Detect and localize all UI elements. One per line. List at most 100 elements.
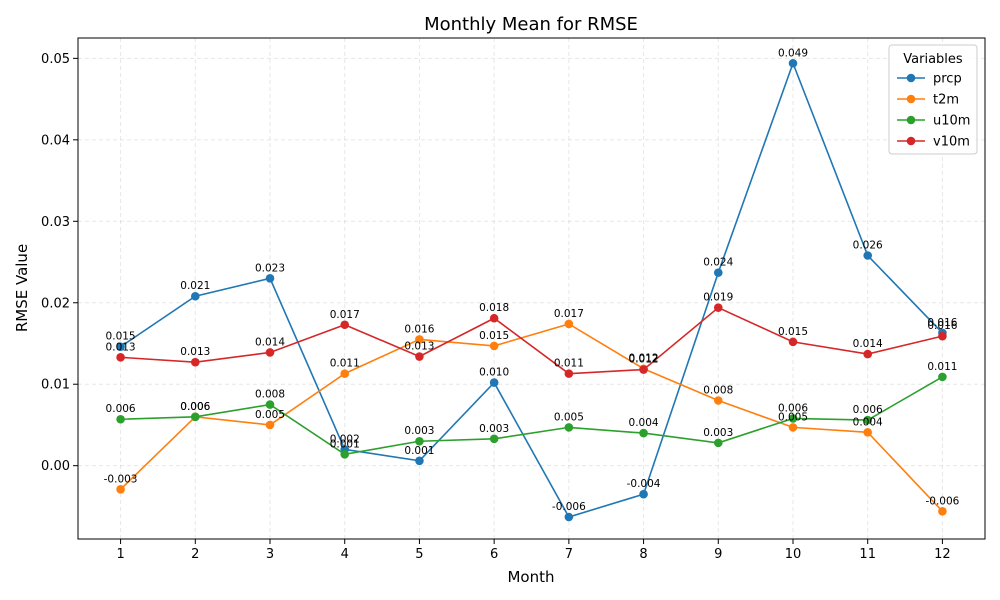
data-point-v10m: [265, 348, 275, 357]
y-axis-title: RMSE Value: [13, 244, 31, 332]
x-tick-label: 1: [116, 547, 124, 562]
data-point-t2m: [938, 507, 947, 516]
data-point-t2m: [116, 485, 125, 494]
data-point-prcp: [863, 251, 873, 260]
data-point-prcp: [265, 274, 275, 283]
data-point-v10m: [190, 357, 200, 367]
data-point-u10m: [116, 414, 125, 424]
data-point-prcp: [116, 342, 125, 352]
data-label-t2m: 0.012: [629, 353, 659, 365]
data-label-v10m: 0.017: [330, 309, 360, 321]
data-label-t2m: 0.017: [554, 308, 584, 320]
series-line-v10m: [120, 306, 943, 375]
data-point-u10m: [788, 414, 798, 423]
data-label-u10m: 0.005: [554, 411, 584, 423]
data-label-prcp: -0.004: [627, 478, 661, 490]
series-u10m: [116, 372, 947, 459]
data-point-t2m: [863, 427, 873, 437]
data-point-t2m: [788, 423, 798, 432]
data-point-v10m: [788, 337, 798, 347]
data-label-v10m: 0.012: [629, 354, 659, 366]
data-point-t2m: [713, 396, 723, 405]
data-point-prcp: [190, 291, 200, 301]
data-point-prcp: [639, 489, 648, 499]
data-label-t2m: 0.008: [703, 385, 733, 397]
data-point-u10m: [938, 372, 947, 382]
legend-entry-t2m: t2m: [897, 93, 959, 108]
x-tick-label: 7: [565, 547, 573, 562]
data-label-prcp: 0.015: [106, 331, 136, 343]
x-tick-label: 8: [639, 547, 647, 562]
y-tick-label: 0.03: [41, 215, 70, 230]
data-point-u10m: [713, 438, 723, 448]
data-label-prcp: 0.024: [703, 257, 733, 269]
data-point-u10m: [415, 436, 424, 446]
data-label-t2m: 0.005: [255, 409, 285, 421]
data-label-u10m: 0.003: [703, 427, 733, 439]
data-label-v10m: 0.013: [180, 346, 210, 358]
series-lines: [116, 58, 947, 522]
x-tick-label: 10: [785, 547, 802, 562]
x-tick-label: 3: [266, 547, 274, 562]
data-point-v10m: [713, 303, 723, 312]
data-point-t2m: [564, 319, 574, 329]
data-label-u10m: 0.006: [180, 401, 210, 413]
data-label-prcp: 0.016: [927, 317, 957, 329]
data-label-v10m: 0.013: [106, 341, 136, 353]
data-point-u10m: [489, 434, 499, 444]
x-axis-ticks: 1 2 3 4 5 6 7 8 9 10 11 12: [116, 539, 951, 562]
series-line-u10m: [120, 376, 943, 456]
y-tick-label: 0.02: [41, 296, 70, 311]
data-label-u10m: 0.006: [778, 402, 808, 414]
data-label-t2m: -0.003: [104, 473, 138, 485]
legend-box: [888, 44, 978, 155]
data-point-t2m: [415, 335, 424, 344]
legend-marker-v10m: [906, 136, 916, 146]
data-point-v10m: [489, 313, 499, 323]
grid: [78, 38, 985, 539]
x-tick-label: 12: [934, 547, 951, 562]
data-label-v10m: 0.018: [479, 302, 509, 314]
data-label-v10m: 0.014: [255, 336, 285, 348]
legend-label-t2m: t2m: [933, 93, 959, 108]
data-point-prcp: [713, 268, 723, 277]
x-axis-title: Month: [507, 568, 554, 586]
data-label-prcp: 0.026: [853, 240, 883, 252]
data-label-u10m: 0.003: [479, 423, 509, 435]
data-label-prcp: 0.010: [479, 367, 509, 379]
x-tick-label: 11: [859, 547, 876, 562]
series-prcp: [116, 58, 947, 522]
chart-title: Monthly Mean for RMSE: [424, 14, 638, 35]
data-label-prcp: 0.023: [255, 262, 285, 274]
x-tick-label: 6: [490, 547, 498, 562]
data-label-u10m: 0.006: [106, 403, 136, 415]
data-point-u10m: [340, 449, 350, 459]
legend-label-u10m: u10m: [933, 114, 970, 129]
data-point-t2m: [489, 341, 499, 351]
legend-marker-t2m: [906, 94, 916, 104]
data-point-prcp: [415, 456, 424, 466]
data-label-t2m: 0.005: [778, 411, 808, 423]
data-point-v10m: [639, 365, 648, 374]
series-t2m: [116, 319, 947, 516]
data-label-v10m: 0.019: [703, 292, 733, 304]
series-v10m: [116, 303, 947, 378]
data-point-v10m: [863, 349, 873, 359]
data-point-prcp: [489, 378, 499, 387]
legend-entry-prcp: prcp: [897, 72, 962, 87]
data-label-u10m: 0.006: [853, 404, 883, 416]
data-point-v10m: [116, 353, 125, 362]
y-tick-label: 0.04: [41, 133, 70, 148]
data-label-v10m: 0.013: [404, 341, 434, 353]
legend-title: Variables: [903, 52, 963, 67]
data-point-prcp: [788, 58, 798, 68]
series-line-t2m: [120, 323, 943, 512]
data-label-prcp: 0.002: [330, 433, 360, 445]
data-label-v10m: 0.014: [853, 338, 883, 350]
data-label-v10m: 0.016: [927, 320, 957, 332]
y-axis-ticks: 0.00 0.01 0.02 0.03 0.04 0.05: [41, 52, 78, 474]
legend-marker-prcp: [906, 73, 916, 83]
data-label-t2m: 0.016: [404, 323, 434, 335]
data-point-prcp: [564, 512, 574, 522]
data-label-u10m: 0.004: [629, 417, 659, 429]
